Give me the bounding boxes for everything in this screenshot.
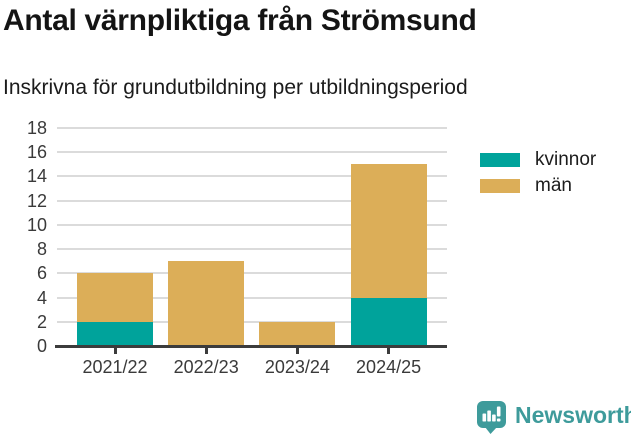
legend: kvinnor män	[480, 147, 596, 199]
x-axis-label: 2022/23	[173, 357, 239, 377]
y-axis-label: 12	[26, 190, 47, 211]
y-axis-label: 16	[26, 142, 47, 163]
y-axis-label: 10	[26, 214, 47, 235]
y-axis-label: 14	[26, 166, 47, 187]
bar-segment-kvinnor	[350, 297, 427, 346]
x-axis-tick	[295, 348, 299, 354]
legend-swatch-män	[480, 179, 520, 193]
x-axis-label: 2024/25	[356, 357, 422, 377]
bar-segment-män	[77, 273, 153, 322]
chart-title: Antal värnpliktiga från Strömsund	[3, 4, 477, 37]
bar-segment-kvinnor	[77, 321, 153, 346]
y-axis-label: 4	[36, 287, 47, 308]
gridline	[57, 296, 447, 299]
x-axis-label: 2023/24	[264, 357, 330, 377]
newsworthy-logo-text: Newsworthy	[515, 402, 631, 428]
gridline	[57, 272, 447, 275]
x-axis-tick	[204, 348, 208, 354]
gridline	[57, 223, 447, 226]
legend-swatch-kvinnor	[480, 153, 520, 167]
gridline	[57, 151, 447, 154]
bar-segment-män	[259, 321, 336, 346]
x-axis-tick	[387, 348, 391, 354]
gridline	[57, 127, 447, 129]
legend-item-män: män	[480, 173, 596, 199]
bar-segment-män	[168, 261, 245, 346]
legend-label-män: män	[535, 175, 572, 196]
gridline	[57, 175, 447, 178]
y-axis-label: 0	[36, 336, 47, 356]
gridline	[57, 248, 447, 251]
gridline	[57, 320, 447, 323]
legend-item-kvinnor: kvinnor	[480, 147, 596, 173]
y-axis-label: 8	[36, 239, 47, 260]
gridline	[57, 199, 447, 202]
bar-segment-män	[350, 164, 427, 298]
x-axis-label: 2021/22	[82, 357, 148, 377]
y-axis-label: 18	[26, 118, 47, 138]
chart-subtitle: Inskrivna för grundutbildning per utbild…	[3, 76, 468, 99]
legend-label-kvinnor: kvinnor	[535, 149, 597, 170]
x-axis-tick	[113, 348, 117, 354]
x-axis-line	[55, 345, 447, 348]
newsworthy-logo[interactable]: Newsworthy	[476, 400, 631, 434]
y-axis-label: 6	[36, 263, 47, 284]
newsworthy-logo-icon	[477, 401, 506, 434]
y-axis-label: 2	[36, 311, 47, 332]
